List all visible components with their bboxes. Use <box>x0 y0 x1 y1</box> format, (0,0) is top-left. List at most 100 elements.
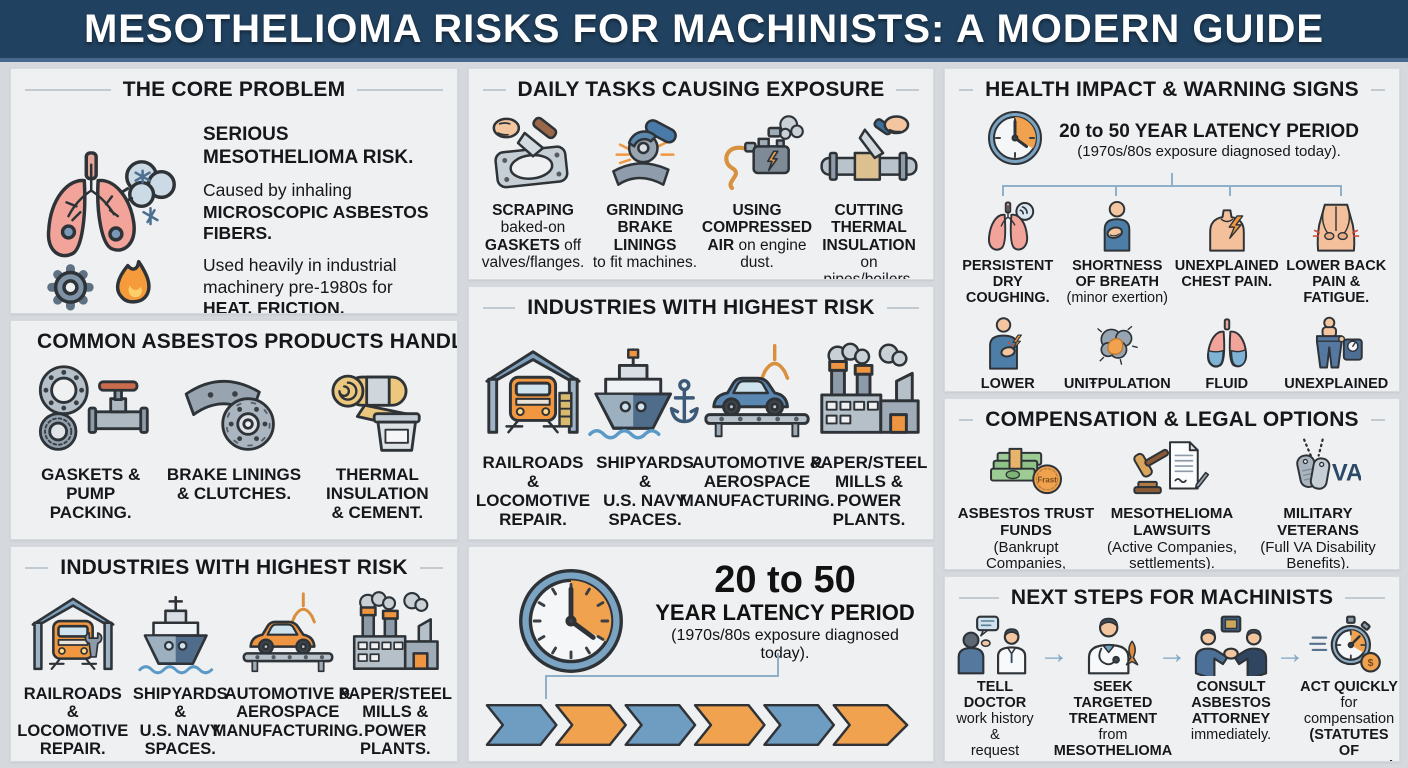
latency-clock-icon <box>985 109 1045 167</box>
item-caption: SEEK TARGETED TREATMENT from MESOTHELIOM… <box>1053 679 1173 761</box>
trust-funds-icon: Frast <box>983 439 1069 501</box>
header-rule <box>25 89 111 91</box>
symptom-item: SHORTNESS OF BREATH (minor exertion) <box>1063 197 1173 307</box>
factory-icon <box>810 337 928 445</box>
item-caption: BRAKE LININGS & CLUTCHES. <box>166 465 302 504</box>
product-item: THERMAL INSULATION & CEMENT. <box>306 361 449 522</box>
symptom-item: UNEXPLAINED CHEST PAIN. <box>1172 197 1282 291</box>
step-item: TELL DOCTOR work history & request IMAGI… <box>951 615 1039 761</box>
symptom-item: UNEXPLAINED WEIGHT LOSS. <box>1282 315 1392 391</box>
section-header: INDUSTRIES WITH HIGHEST RISK <box>11 547 457 583</box>
veterans-va-icon: VA <box>1275 438 1361 501</box>
products-panel: COMMON ASBESTOS PRODUCTS HANDLED <box>10 320 458 540</box>
lawsuit-gavel-icon <box>1129 439 1215 501</box>
step-item: SEEK TARGETED TREATMENT from MESOTHELIOM… <box>1054 615 1172 761</box>
chest-pain-icon <box>1199 197 1255 255</box>
item-caption: MESOTHELIOMA LAWSUITS (Active Companies,… <box>1106 505 1238 570</box>
bracket-tick <box>1228 185 1231 196</box>
item-caption: CUTTING THERMAL INSULATION on pipes/boil… <box>822 202 916 280</box>
item-caption: ACT QUICKLY for compensation (STATUTES O… <box>1299 679 1398 761</box>
symptom-item: LOWER BACK PAIN & FATIGUE. <box>1282 197 1392 307</box>
step-item: CONSULT ASBESTOS ATTORNEY immediately. <box>1187 615 1275 761</box>
compensation-panel: COMPENSATION & LEGAL OPTIONS <box>944 398 1400 570</box>
product-item: BRAKE LININGS & CLUTCHES. <box>162 361 305 503</box>
section-title: HEALTH IMPACT & WARNING SIGNS <box>985 78 1359 101</box>
arrow-right-icon: → <box>1039 637 1069 670</box>
bracket-tick <box>1115 185 1118 196</box>
weight-loss-icon <box>1308 315 1364 373</box>
latency-headline: 20 to 50 YEAR LATENCY PERIOD (1970s/80s … <box>645 560 925 663</box>
industry-item: PAPER/STEEL MILLS & POWER PLANTS. <box>810 337 928 529</box>
header-rule <box>959 419 974 421</box>
header-rule <box>483 89 506 91</box>
item-caption: RAILROADS & LOCOMOTIVE REPAIR. <box>17 685 129 759</box>
item-caption: SHIPYARDS & U.S. NAVY SPACES. <box>132 685 228 759</box>
latency-note: (1970s/80s exposure diagnosed today). <box>1077 142 1341 160</box>
latency-note: (1970s/80s exposure diagnosed today). <box>671 627 899 663</box>
item-caption: THERMAL INSULATION & CEMENT. <box>326 465 429 523</box>
oncologist-icon <box>1073 615 1153 675</box>
svg-text:$: $ <box>1368 658 1374 669</box>
svg-text:VA: VA <box>1332 460 1361 487</box>
item-caption: GRINDING BRAKE LININGS to fit machines. <box>592 202 698 272</box>
cough-lungs-icon <box>979 197 1037 255</box>
usage-statement: Used heavily in industrial machinery pre… <box>203 255 397 314</box>
health-panel: HEALTH IMPACT & WARNING SIGNS 20 to <box>944 68 1400 392</box>
cutting-insulation-icon <box>815 109 923 197</box>
section-title: NEXT STEPS FOR MACHINISTS <box>1010 586 1334 609</box>
railroad-icon <box>26 587 120 679</box>
arrow-right-icon: → <box>1275 637 1305 670</box>
compensation-item: VA MILITARY VETERANS (Full VA Disability… <box>1245 438 1391 570</box>
gasket-pump-icon <box>30 361 152 457</box>
section-header: COMPENSATION & LEGAL OPTIONS <box>945 399 1399 435</box>
arrow-right-icon: → <box>1157 637 1187 670</box>
symptom-item: UNIŦPULATION IN LUNGS. <box>1063 315 1173 392</box>
item-caption: SHORTNESS OF BREATH (minor exertion) <box>1066 258 1169 306</box>
item-caption: ASBESTOS TRUST FUNDS (Bankrupt Companies… <box>957 505 1095 570</box>
section-header: COMMON ASBESTOS PRODUCTS HANDLED <box>11 321 457 357</box>
step-item: $ ACT QUICKLY for compensation (STATUTES… <box>1299 615 1399 761</box>
header-rule <box>25 567 49 569</box>
title-bar: MESOTHELIOMA RISKS FOR MACHINISTS: A MOD… <box>0 0 1408 62</box>
item-caption: UNIŦPULATION IN LUNGS. <box>1063 375 1171 392</box>
item-caption: AUTOMOTIVE & AEROSPACE MANUFACTURING. <box>212 685 363 740</box>
risk-statement: SERIOUS MESOTHELIOMA RISK. <box>203 124 414 169</box>
compressed-air-icon <box>707 109 807 197</box>
lungs-asbestos-icon <box>25 111 193 313</box>
latency-headline: 20 to 50 YEAR LATENCY PERIOD <box>1059 120 1359 142</box>
header-rule <box>959 597 999 599</box>
header-rule <box>1370 89 1385 91</box>
section-title: COMPENSATION & LEGAL OPTIONS <box>985 408 1359 431</box>
item-caption: FLUID BUILDUP in Lungs. <box>1205 375 1249 392</box>
svg-text:Frast: Frast <box>1037 476 1057 485</box>
core-problem-panel: THE CORE PROBLEM <box>10 68 458 314</box>
item-caption: RAILROADS & LOCOMOTIVE REPAIR. <box>475 453 591 530</box>
item-caption: SHIPYARDS & U.S. NAVY SPACES. <box>596 453 694 530</box>
section-header: DAILY TASKS CAUSING EXPOSURE <box>469 69 933 105</box>
bracket-tick <box>1001 185 1004 196</box>
product-item: GASKETS & PUMP PACKING. <box>19 361 162 522</box>
item-caption: MILITARY VETERANS (Full VA Disability Be… <box>1260 505 1376 570</box>
section-title: INDUSTRIES WITH HIGHEST RISK <box>60 556 408 579</box>
grinding-icon <box>595 109 695 197</box>
industries-left-panel: INDUSTRIES WITH HIGHEST RISK <box>10 546 458 762</box>
industry-item: AUTOMOTIVE & AEROSPACE MANUFACTURING. <box>680 337 834 510</box>
shipyard-anchor-icon <box>586 337 704 445</box>
item-caption: LOWER BACK PAIN & FATIGUE. <box>1286 258 1387 306</box>
section-header: INDUSTRIES WITH HIGHEST RISK <box>469 287 933 323</box>
item-caption: LOWER CHEST PAIN. <box>980 375 1035 392</box>
industry-item: RAILROADS & LOCOMOTIVE REPAIR. <box>17 587 129 759</box>
bracket-line <box>1001 185 1343 196</box>
next-steps-panel: NEXT STEPS FOR MACHINISTS <box>944 576 1400 762</box>
item-caption: TELL DOCTOR work history & request IMAGI… <box>956 679 1034 761</box>
item-caption: PERSISTENT DRY COUGHING. <box>962 258 1054 306</box>
page-title: MESOTHELIOMA RISKS FOR MACHINISTS: A MOD… <box>83 6 1325 51</box>
industry-item: PAPER/STEEL MILLS & POWER PLANTS. <box>339 587 452 759</box>
industry-item: SHIPYARDS & U.S. NAVY SPACES. <box>127 587 235 759</box>
connector-line <box>545 675 779 677</box>
bracket-tick <box>1340 185 1343 196</box>
section-header: NEXT STEPS FOR MACHINISTS <box>945 577 1399 613</box>
header-rule <box>1370 419 1386 421</box>
timeline-arrow <box>485 701 921 749</box>
